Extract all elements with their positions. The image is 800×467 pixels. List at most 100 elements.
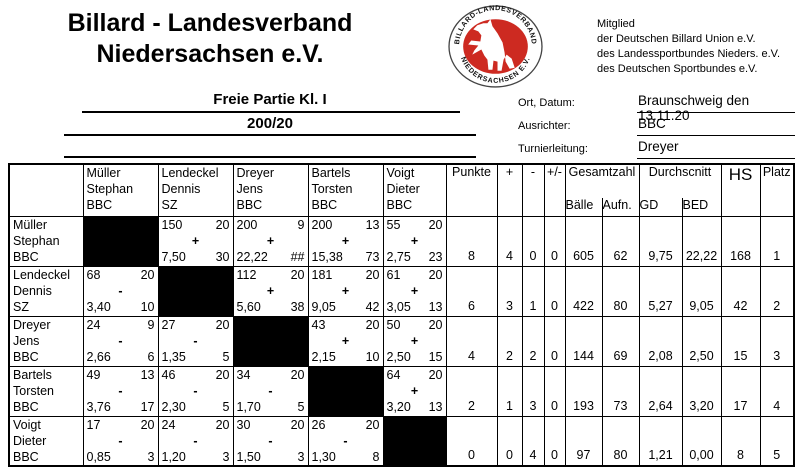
- match-average: 1,70: [236, 399, 261, 414]
- match-result-sign: -: [193, 333, 198, 348]
- match-result-sign: -: [268, 383, 273, 398]
- match-score: 68: [86, 267, 101, 282]
- match-highest-series: 42: [365, 299, 380, 314]
- match-score: 150: [161, 217, 183, 232]
- match-score: 181: [311, 267, 333, 282]
- stat-gd: 2,64: [638, 365, 683, 417]
- stat-plus: 0: [496, 415, 523, 467]
- stat-gd: 2,08: [638, 315, 683, 367]
- match-highest-series: 8: [372, 449, 380, 464]
- match-average: 2,75: [386, 249, 411, 264]
- match-result-sign: -: [193, 383, 198, 398]
- event-title: Freie Partie Kl. I: [213, 91, 327, 108]
- match-result-sign: +: [191, 233, 200, 248]
- stat-aufnahmen: 80: [601, 265, 640, 317]
- match-average: 3,40: [86, 299, 111, 314]
- stat-plusminus: 0: [543, 215, 566, 267]
- stat-bed: 22,22: [681, 215, 722, 267]
- match-aufnahmen: 20: [365, 417, 380, 432]
- match-aufnahmen: 20: [215, 317, 230, 332]
- stat-baelle: 605: [564, 215, 603, 267]
- match-result-sign: +: [266, 283, 275, 298]
- col-aufn-header: Aufn.: [601, 198, 640, 217]
- match-score: 30: [236, 417, 251, 432]
- match-cell: 68 20 - 3,40 10: [82, 265, 159, 317]
- match-score: 26: [311, 417, 326, 432]
- divider-line: [64, 156, 476, 158]
- org-title-line1: Billard - Landesverband: [67, 9, 353, 37]
- stat-punkte: 0: [445, 415, 498, 467]
- match-aufnahmen: 20: [215, 417, 230, 432]
- stat-minus: 3: [521, 365, 545, 417]
- match-average: 0,85: [86, 449, 111, 464]
- table-row: Bartels Torsten BBC 49 13 - 3,76 17 46 20 -…: [8, 365, 795, 417]
- match-aufnahmen: 9: [147, 317, 155, 332]
- match-average: 2,66: [86, 349, 111, 364]
- self-match-cell: [157, 265, 234, 317]
- col-durchschnitt-header: Durchscnitt: [638, 163, 722, 198]
- match-highest-series: 3: [222, 449, 230, 464]
- results-table: Müller Stephan BBC Lendeckel Dennis SZ D…: [8, 163, 795, 467]
- stat-hs: 17: [720, 365, 761, 417]
- stat-bed: 3,20: [681, 365, 722, 417]
- match-score: 24: [161, 417, 176, 432]
- match-score: 46: [161, 367, 176, 382]
- stat-bed: 2,50: [681, 315, 722, 367]
- match-highest-series: 5: [222, 399, 230, 414]
- field-underline: [637, 158, 795, 159]
- col-platz-header: Platz: [759, 163, 795, 217]
- match-result-sign: +: [410, 283, 419, 298]
- match-cell: 61 20 + 3,05 13: [382, 265, 447, 317]
- match-cell: 27 20 - 1,35 5: [157, 315, 234, 367]
- player-header-cell: Voigt Dieter BBC: [382, 163, 447, 217]
- match-aufnahmen: 13: [140, 367, 155, 382]
- match-average: 2,50: [386, 349, 411, 364]
- match-highest-series: 5: [222, 349, 230, 364]
- col-hs-header: HS: [720, 163, 761, 217]
- match-result-sign: +: [341, 233, 350, 248]
- stat-plus: 4: [496, 215, 523, 267]
- match-result-sign: -: [118, 333, 123, 348]
- self-match-cell: [382, 415, 447, 467]
- match-result-sign: +: [410, 333, 419, 348]
- match-highest-series: 3: [147, 449, 155, 464]
- ausrichter-label: Ausrichter:: [518, 120, 571, 132]
- match-highest-series: 73: [365, 249, 380, 264]
- stat-plusminus: 0: [543, 415, 566, 467]
- stat-baelle: 144: [564, 315, 603, 367]
- ort-datum-label: Ort, Datum:: [518, 97, 575, 109]
- turnierleitung-value: Dreyer: [638, 139, 679, 154]
- stat-aufnahmen: 69: [601, 315, 640, 367]
- divider-line: [64, 134, 476, 136]
- match-average: 1,35: [161, 349, 186, 364]
- stat-aufnahmen: 62: [601, 215, 640, 267]
- membership-block: Mitglied der Deutschen Billard Union e.V…: [597, 17, 780, 77]
- match-highest-series: 13: [428, 299, 443, 314]
- match-cell: 50 20 + 2,50 15: [382, 315, 447, 367]
- match-average: 3,05: [386, 299, 411, 314]
- match-result-sign: -: [118, 433, 123, 448]
- match-highest-series: ##: [290, 249, 305, 264]
- stat-minus: 1: [521, 265, 545, 317]
- stat-punkte: 8: [445, 215, 498, 267]
- col-minus-header: -: [521, 163, 545, 217]
- match-average: 1,20: [161, 449, 186, 464]
- stat-punkte: 2: [445, 365, 498, 417]
- player-name-cell: Voigt Dieter BBC: [8, 415, 84, 467]
- match-score: 112: [236, 267, 257, 282]
- match-aufnahmen: 20: [215, 217, 230, 232]
- match-highest-series: 6: [147, 349, 155, 364]
- match-result-sign: +: [341, 283, 350, 298]
- field-underline: [637, 135, 795, 136]
- match-result-sign: +: [341, 333, 350, 348]
- match-score: 200: [236, 217, 258, 232]
- match-average: 7,50: [161, 249, 186, 264]
- match-average: 5,60: [236, 299, 261, 314]
- org-title-line2: Niedersachsen e.V.: [96, 40, 324, 68]
- org-title: Billard - Landesverband Niedersachsen e.…: [10, 8, 410, 70]
- match-aufnahmen: 9: [297, 217, 305, 232]
- match-highest-series: 38: [290, 299, 305, 314]
- match-aufnahmen: 20: [140, 417, 155, 432]
- match-highest-series: 3: [297, 449, 305, 464]
- table-row: Dreyer Jens BBC 24 9 - 2,66 6 27 20 - 1,35 5…: [8, 315, 795, 367]
